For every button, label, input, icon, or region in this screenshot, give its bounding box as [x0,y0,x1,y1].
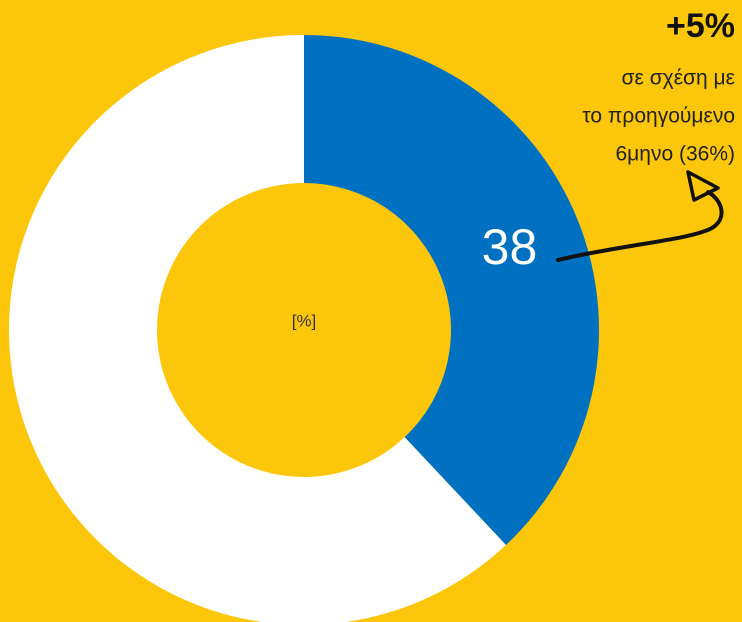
donut-slice [304,35,599,546]
donut-slice [9,35,506,622]
data-label: 38 [482,219,538,275]
annotation-line: το προηγούμενο [582,105,735,128]
annotation-line: 6μηνο (36%) [616,143,736,166]
arrow-head [686,170,720,202]
annotation-arrow [556,190,724,262]
annotation-title: +5% [666,7,735,45]
annotation-line: σε σχέση με [622,67,735,90]
center-label: [%] [292,311,317,330]
donut [9,35,599,622]
